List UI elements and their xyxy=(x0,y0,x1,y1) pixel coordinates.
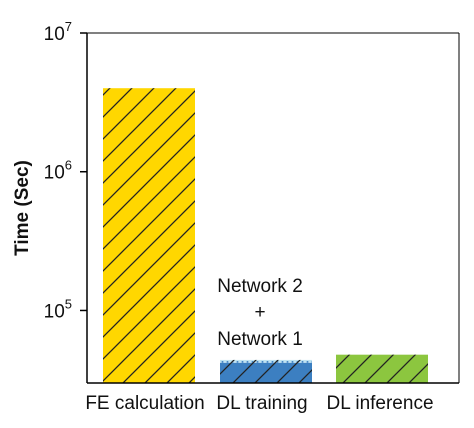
annotation-line: Network 2 xyxy=(217,276,303,297)
y-tick-label: 106 xyxy=(44,158,72,184)
x-category-label: FE calculation xyxy=(85,393,204,414)
x-category-label: DL training xyxy=(216,393,307,414)
annotation-line: + xyxy=(254,302,265,323)
y-axis-title: Time (Sec) xyxy=(12,160,33,256)
annotation-line: Network 1 xyxy=(217,329,303,350)
y-tick-label: 107 xyxy=(44,19,72,45)
x-category-label: DL inference xyxy=(326,393,433,414)
bar-dl-inference-hatch xyxy=(336,354,428,383)
bar-dl-training-hatch xyxy=(220,359,312,383)
bar-fe-calculation-hatch xyxy=(103,88,195,383)
y-tick-label: 105 xyxy=(44,296,72,322)
